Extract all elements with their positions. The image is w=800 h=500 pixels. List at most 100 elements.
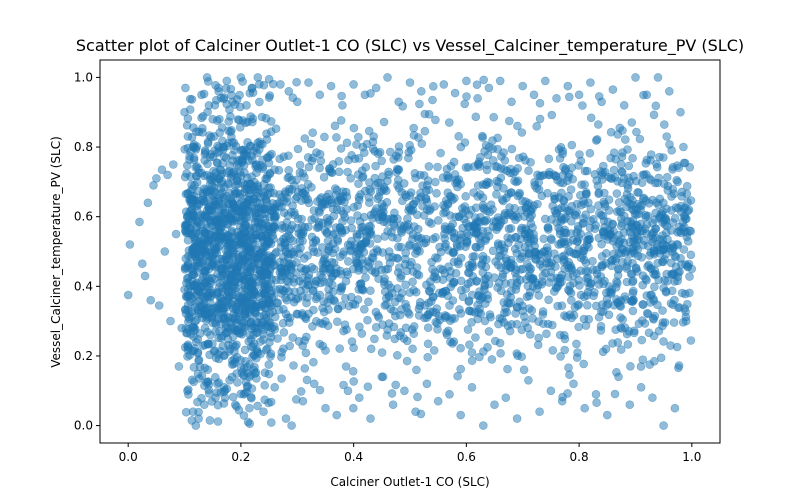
scatter-point <box>343 386 353 396</box>
scatter-point <box>628 153 637 163</box>
scatter-point <box>443 291 453 301</box>
scatter-point <box>424 217 434 227</box>
scatter-point <box>219 399 229 408</box>
scatter-point <box>140 271 150 281</box>
x-tick-label: 0.6 <box>457 450 476 464</box>
y-tick-label: 0.4 <box>74 279 93 293</box>
scatter-point <box>600 202 610 211</box>
x-axis: 0.0 0.2 0.4 0.6 0.8 1.0 <box>119 443 701 464</box>
scatter-point <box>684 205 694 214</box>
scatter-point <box>200 400 209 410</box>
scatter-point <box>462 76 471 86</box>
scatter-point <box>422 180 432 190</box>
scatter-point <box>451 268 461 278</box>
scatter-point <box>295 160 305 170</box>
scatter-point <box>343 257 353 266</box>
scatter-point <box>336 144 346 153</box>
scatter-point <box>415 99 424 109</box>
scatter-point <box>499 148 509 157</box>
scatter-point <box>292 97 302 107</box>
scatter-point <box>664 87 674 96</box>
scatter-point <box>683 237 693 246</box>
scatter-point <box>396 271 406 280</box>
scatter-point <box>478 133 487 142</box>
scatter-point <box>226 273 236 283</box>
scatter-point <box>183 220 192 229</box>
scatter-point <box>218 158 227 168</box>
scatter-point <box>238 116 248 125</box>
scatter-point <box>500 208 510 218</box>
scatter-point <box>644 328 654 338</box>
scatter-point <box>288 333 298 342</box>
scatter-point <box>349 80 358 89</box>
scatter-point <box>203 137 213 147</box>
scatter-point <box>185 350 194 360</box>
scatter-point <box>428 264 437 274</box>
scatter-point <box>315 90 325 100</box>
scatter-point <box>566 185 576 194</box>
scatter-point <box>614 249 624 258</box>
scatter-point <box>315 163 324 173</box>
scatter-point <box>220 204 229 213</box>
scatter-point <box>480 147 489 156</box>
scatter-point <box>266 352 275 361</box>
scatter-point <box>431 115 440 125</box>
scatter-point <box>185 228 195 238</box>
scatter-point <box>282 218 292 227</box>
scatter-point <box>463 163 473 172</box>
scatter-point <box>559 215 569 224</box>
scatter-point <box>612 189 622 198</box>
scatter-point <box>409 123 419 133</box>
scatter-point <box>233 212 243 222</box>
scatter-point <box>534 178 544 187</box>
scatter-point <box>504 116 514 126</box>
scatter-point <box>553 301 563 311</box>
scatter-point <box>215 327 224 336</box>
scatter-point <box>424 162 434 171</box>
scatter-point <box>260 368 270 378</box>
scatter-point <box>369 132 379 141</box>
scatter-point <box>169 160 178 169</box>
scatter-point <box>591 301 601 311</box>
scatter-point <box>245 403 254 413</box>
scatter-point <box>215 128 224 137</box>
scatter-point <box>511 232 521 242</box>
scatter-point <box>582 166 592 176</box>
scatter-point <box>477 259 487 269</box>
scatter-point <box>349 343 358 353</box>
scatter-point <box>312 223 322 232</box>
scatter-point <box>236 73 246 82</box>
scatter-point <box>246 179 255 189</box>
scatter-point <box>465 340 474 350</box>
scatter-point <box>307 232 317 242</box>
scatter-point <box>243 417 253 427</box>
scatter-point <box>620 135 630 144</box>
scatter-point <box>592 135 602 144</box>
scatter-point <box>634 234 644 243</box>
scatter-point <box>489 112 499 122</box>
scatter-point <box>640 319 650 328</box>
scatter-point <box>395 310 405 320</box>
scatter-point <box>518 81 528 91</box>
scatter-point <box>208 114 217 124</box>
scatter-point <box>428 95 437 105</box>
scatter-point <box>634 223 644 233</box>
scatter-point <box>453 371 462 381</box>
scatter-point <box>413 392 422 402</box>
scatter-point <box>211 393 220 403</box>
scatter-point <box>635 134 645 144</box>
scatter-point <box>667 146 677 155</box>
scatter-point <box>636 362 646 371</box>
scatter-point <box>287 421 296 430</box>
scatter-point <box>567 140 577 150</box>
scatter-point <box>229 359 238 369</box>
scatter-point <box>456 410 466 420</box>
scatter-point <box>661 228 671 238</box>
scatter-point <box>343 270 353 280</box>
scatter-point <box>444 118 454 127</box>
scatter-point <box>292 192 302 202</box>
scatter-point <box>380 301 390 310</box>
scatter-point <box>384 247 394 256</box>
scatter-point <box>309 206 319 215</box>
scatter-point <box>302 375 312 385</box>
